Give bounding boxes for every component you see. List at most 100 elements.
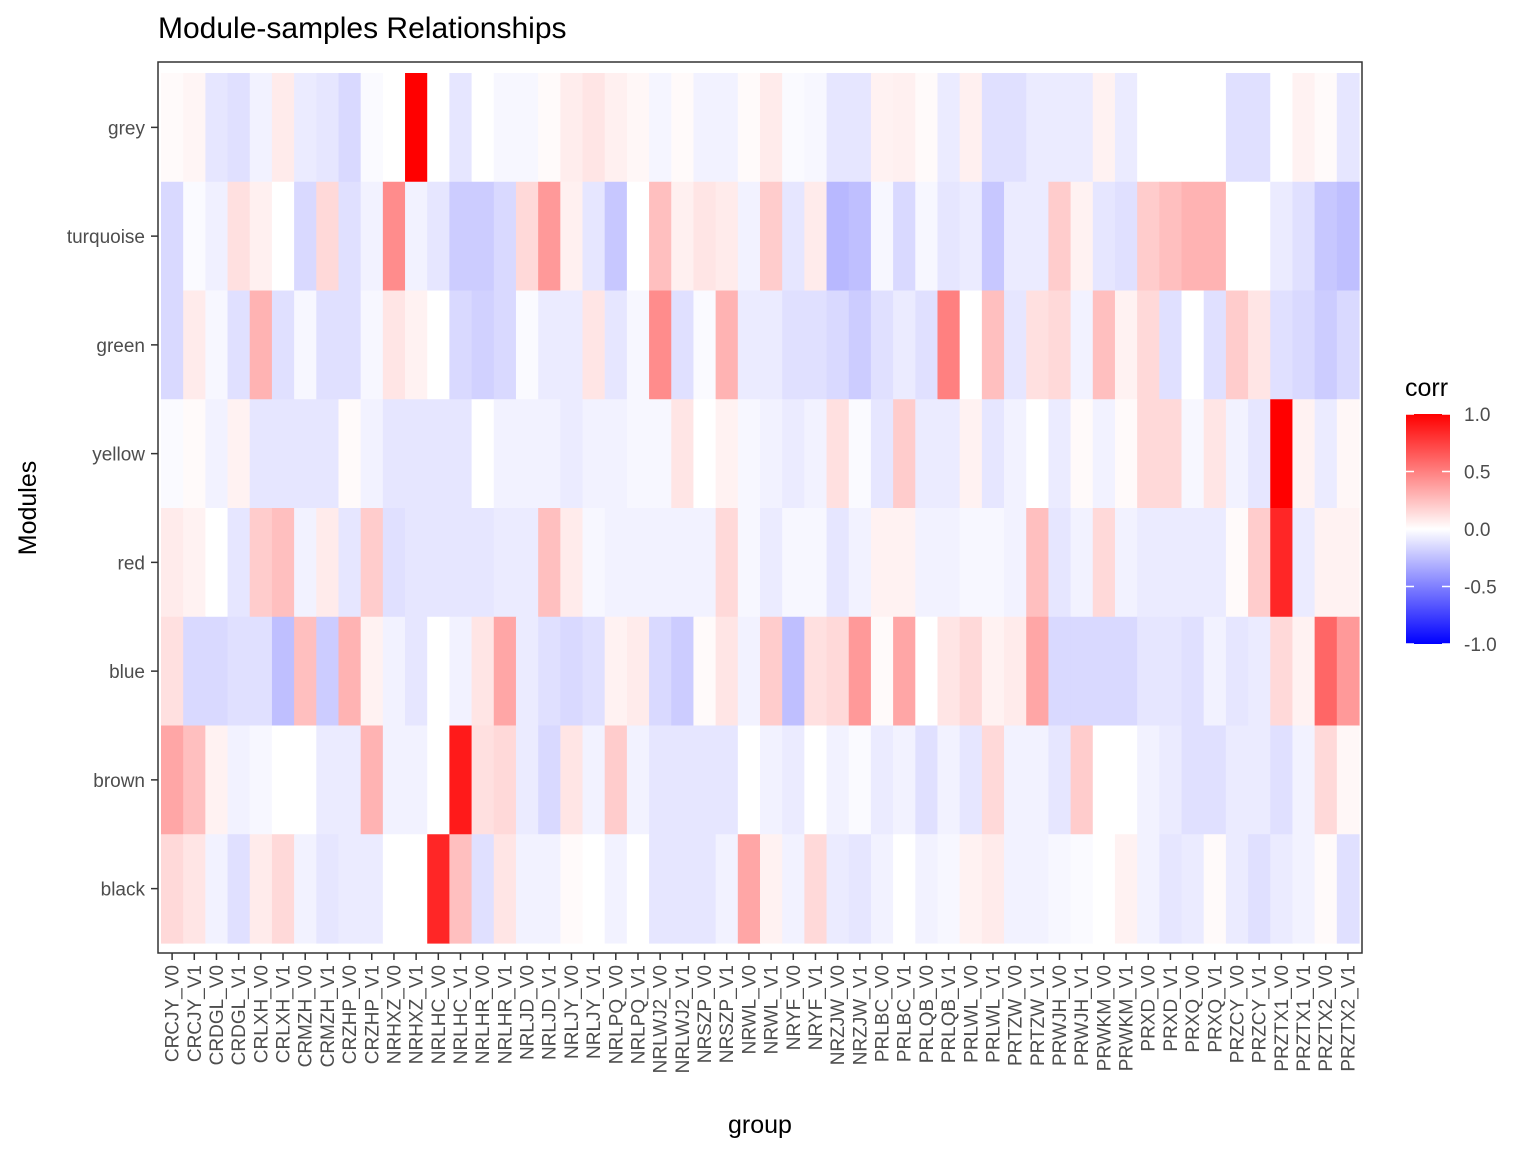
- x-tick-label: PRTZW_V1: [1028, 965, 1049, 1066]
- heatmap-cell: [671, 73, 695, 183]
- heatmap-cell: [981, 290, 1005, 400]
- x-tick-label: NRSZP_V0: [695, 965, 716, 1063]
- x-tick-label: NRLHR_V0: [473, 965, 494, 1064]
- heatmap-cell: [1336, 725, 1360, 835]
- heatmap-cell: [205, 290, 229, 400]
- heatmap-cell: [493, 290, 517, 400]
- heatmap-cell: [893, 399, 916, 509]
- x-tick-label: NRLJY_V0: [562, 965, 583, 1059]
- heatmap-cell: [715, 73, 739, 183]
- heatmap-cell: [205, 725, 229, 835]
- x-tick-label: NRZJW_V0: [828, 965, 849, 1065]
- heatmap-cell: [1270, 73, 1294, 183]
- x-tick-label: PRTZW_V0: [1006, 965, 1027, 1066]
- heatmap-cell: [405, 73, 428, 183]
- heatmap-cell: [471, 399, 495, 509]
- heatmap-cell: [249, 508, 273, 618]
- x-axis: CRCJY_V0 CRCJY_V1 CRDGL_V0 CRDGL_V1 CRLXH_V0…: [163, 953, 1359, 1073]
- heatmap-cell: [760, 834, 783, 944]
- heatmap-cell: [271, 616, 295, 727]
- heatmap-cell: [1114, 616, 1138, 727]
- heatmap-cell: [227, 73, 251, 183]
- heatmap-cell: [782, 290, 805, 400]
- heatmap-cell: [715, 181, 739, 292]
- heatmap-cell: [382, 616, 406, 727]
- heatmap-cell: [449, 508, 473, 618]
- heatmap-cell: [1248, 725, 1271, 835]
- heatmap-cell: [271, 508, 295, 618]
- heatmap-cell: [582, 399, 606, 509]
- heatmap-cell: [848, 508, 872, 618]
- heatmap-cell: [1225, 616, 1249, 727]
- heatmap-cell: [1137, 73, 1160, 183]
- heatmap-cell: [826, 616, 850, 727]
- heatmap-cell: [449, 725, 473, 835]
- heatmap-cell: [671, 616, 695, 727]
- heatmap-cell: [693, 73, 717, 183]
- heatmap-cell: [937, 616, 961, 727]
- heatmap-cell: [560, 508, 584, 618]
- heatmap-cell: [1026, 616, 1050, 727]
- heatmap-cell: [981, 399, 1005, 509]
- heatmap-cell: [937, 399, 961, 509]
- heatmap-cell: [1137, 725, 1160, 835]
- heatmap-cell: [693, 725, 717, 835]
- heatmap-cell: [1070, 834, 1094, 944]
- heatmap-cell: [937, 73, 961, 183]
- heatmap-cell: [604, 290, 628, 400]
- heatmap-cell: [1092, 181, 1116, 292]
- heatmap-cell: [649, 290, 672, 400]
- heatmap-cell: [515, 725, 539, 835]
- x-tick-label: PRLBC_V0: [873, 965, 894, 1062]
- heatmap-cell: [1114, 508, 1138, 618]
- heatmap-cell: [360, 725, 384, 835]
- heatmap-cell: [981, 508, 1005, 618]
- heatmap-cell: [737, 616, 761, 727]
- heatmap-cell: [316, 834, 340, 944]
- heatmap-cell: [227, 290, 251, 400]
- heatmap-cell: [1092, 290, 1116, 400]
- heatmap-cell: [715, 725, 739, 835]
- heatmap-cell: [405, 508, 428, 618]
- heatmap-cell: [1292, 508, 1316, 618]
- heatmap-cell: [1137, 399, 1160, 509]
- heatmap-cell: [1092, 73, 1116, 183]
- heatmap-cell: [382, 725, 406, 835]
- heatmap-cell: [915, 834, 939, 944]
- y-tick-label: red: [118, 553, 145, 574]
- heatmap-cell: [1248, 399, 1271, 509]
- x-tick-label: PRLWL_V1: [983, 965, 1004, 1063]
- heatmap-cell: [1137, 290, 1160, 400]
- heatmap-cell: [893, 508, 916, 618]
- heatmap-cell: [471, 725, 495, 835]
- heatmap-cell: [1070, 73, 1094, 183]
- heatmap-cell: [693, 834, 717, 944]
- heatmap-cell: [471, 834, 495, 944]
- x-tick-label: CRDGL_V1: [229, 965, 250, 1065]
- heatmap-cell: [1292, 181, 1316, 292]
- heatmap-cell: [560, 399, 584, 509]
- heatmap-cell: [870, 181, 894, 292]
- heatmap-cell: [804, 725, 828, 835]
- heatmap-cell: [626, 399, 650, 509]
- heatmap-cell: [649, 508, 672, 618]
- heatmap-cell: [959, 508, 983, 618]
- x-tick-label: PRLBC_V1: [895, 965, 916, 1062]
- heatmap-cell: [804, 399, 828, 509]
- heatmap-cell: [1181, 616, 1205, 727]
- colorbar-tick-label: 0.0: [1464, 520, 1490, 541]
- y-axis: grey turquoise green yellow red blue brown blac…: [67, 118, 158, 901]
- heatmap-cell: [1248, 181, 1271, 292]
- colorbar-title: corr: [1405, 374, 1448, 402]
- heatmap-cell: [1114, 834, 1138, 944]
- x-tick-label: NRLHC_V0: [429, 965, 450, 1064]
- heatmap-cell: [161, 725, 184, 835]
- heatmap-cell: [271, 73, 295, 183]
- heatmap-cell: [671, 725, 695, 835]
- heatmap-cell: [848, 725, 872, 835]
- heatmap-cell: [271, 725, 295, 835]
- heatmap-cell: [1336, 181, 1360, 292]
- heatmap-cell: [737, 73, 761, 183]
- x-tick-label: PRZCY_V1: [1250, 965, 1271, 1063]
- heatmap-cell: [604, 399, 628, 509]
